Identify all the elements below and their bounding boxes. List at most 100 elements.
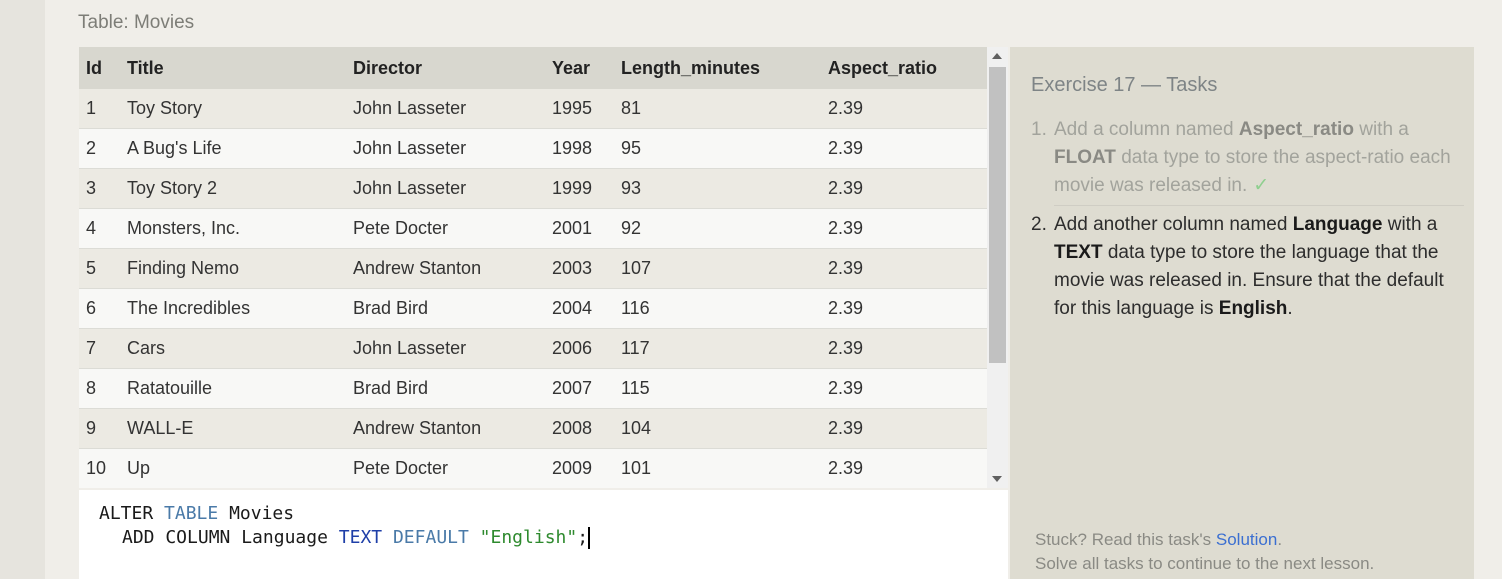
code-keyword-add-column: ADD COLUMN: [122, 527, 231, 548]
task-divider: [1054, 205, 1464, 206]
cell-year: 2001: [552, 208, 621, 249]
column-header-title: Title: [127, 57, 164, 78]
scroll-up-arrow-icon[interactable]: [992, 53, 1002, 59]
cell-director: Andrew Stanton: [353, 248, 552, 289]
table-header-row: Id Title Director Year Length_minutes As…: [79, 47, 987, 89]
code-keyword-table: TABLE: [164, 503, 219, 524]
cell-year: 2007: [552, 368, 621, 409]
code-column-name: Language: [241, 527, 328, 548]
cell-id: 2: [79, 128, 127, 169]
cell-aspect-ratio: 2.39: [828, 89, 987, 129]
cell-length-minutes: 92: [621, 208, 828, 249]
cell-year: 2003: [552, 248, 621, 289]
cell-year: 2009: [552, 448, 621, 488]
cell-length-minutes: 104: [621, 408, 828, 449]
task-number: 1.: [1031, 119, 1047, 140]
task-emphasis-text: TEXT: [1054, 242, 1103, 263]
task-emphasis-language: Language: [1292, 214, 1383, 235]
cell-aspect-ratio: 2.39: [828, 248, 987, 289]
code-keyword-alter: ALTER: [99, 503, 154, 524]
cell-length-minutes: 95: [621, 128, 828, 169]
code-semicolon: ;: [577, 527, 589, 548]
cell-title: Monsters, Inc.: [127, 208, 353, 249]
cell-title: Cars: [127, 328, 353, 369]
cell-year: 1995: [552, 89, 621, 129]
cell-length-minutes: 116: [621, 288, 828, 329]
code-keyword-text: TEXT: [338, 527, 383, 548]
task-emphasis-english: English: [1218, 298, 1288, 319]
results-table-container[interactable]: Id Title Director Year Length_minutes As…: [79, 47, 1008, 488]
cell-length-minutes: 81: [621, 89, 828, 129]
task-text: Add another column named Language with a…: [1054, 211, 1465, 323]
cell-aspect-ratio: 2.39: [828, 448, 987, 488]
cell-aspect-ratio: 2.39: [828, 208, 987, 249]
cell-id: 5: [79, 248, 127, 289]
cell-id: 4: [79, 208, 127, 249]
cell-director: John Lasseter: [353, 89, 552, 129]
cell-length-minutes: 93: [621, 168, 828, 209]
cell-year: 2008: [552, 408, 621, 449]
cell-length-minutes: 101: [621, 448, 828, 488]
cell-id: 3: [79, 168, 127, 209]
table-row: 6 The Incredibles Brad Bird 2004 116 2.39: [79, 288, 987, 329]
cell-aspect-ratio: 2.39: [828, 368, 987, 409]
column-header-length-minutes: Length_minutes: [621, 57, 761, 78]
cell-director: Pete Docter: [353, 448, 552, 488]
scroll-down-arrow-icon[interactable]: [992, 476, 1002, 482]
cell-id: 9: [79, 408, 127, 449]
task-emphasis-aspect-ratio: Aspect_ratio: [1238, 119, 1354, 140]
cell-director: John Lasseter: [353, 128, 552, 169]
stuck-text: Stuck? Read this task's: [1035, 530, 1216, 549]
text-cursor: [588, 527, 591, 549]
cell-length-minutes: 115: [621, 368, 828, 409]
table-row: 10 Up Pete Docter 2009 101 2.39: [79, 448, 987, 488]
column-header-aspect-ratio: Aspect_ratio: [828, 57, 938, 78]
code-keyword-default: DEFAULT: [392, 527, 469, 548]
cell-year: 1998: [552, 128, 621, 169]
cell-id: 1: [79, 89, 127, 129]
cell-title: Toy Story 2: [127, 168, 353, 209]
code-line-2: ADD COLUMN Language TEXT DEFAULT "Englis…: [122, 527, 591, 549]
task-text-part: data type to store the aspect-ratio each…: [1054, 147, 1451, 196]
cell-title: The Incredibles: [127, 288, 353, 329]
results-table: Id Title Director Year Length_minutes As…: [79, 47, 987, 488]
task-text-part: with a: [1353, 119, 1409, 140]
table-row: 5 Finding Nemo Andrew Stanton 2003 107 2.39: [79, 248, 987, 289]
task-text-part: with a: [1382, 214, 1438, 235]
task-text-part: data type to store the language that the…: [1054, 242, 1444, 319]
cell-director: Andrew Stanton: [353, 408, 552, 449]
solution-link[interactable]: Solution: [1215, 530, 1278, 549]
cell-title: Ratatouille: [127, 368, 353, 409]
cell-length-minutes: 107: [621, 248, 828, 289]
task-text-part: .: [1287, 298, 1293, 319]
cell-id: 6: [79, 288, 127, 329]
cell-year: 2006: [552, 328, 621, 369]
cell-director: Brad Bird: [353, 368, 552, 409]
scrollbar-thumb[interactable]: [989, 67, 1006, 363]
table-scrollbar[interactable]: [987, 47, 1008, 488]
table-row: 3 Toy Story 2 John Lasseter 1999 93 2.39: [79, 168, 987, 209]
cell-title: Toy Story: [127, 89, 353, 129]
cell-length-minutes: 117: [621, 328, 828, 369]
code-table-name: Movies: [229, 503, 295, 524]
cell-director: Brad Bird: [353, 288, 552, 329]
continue-hint: Solve all tasks to continue to the next …: [1035, 554, 1375, 573]
sql-editor[interactable]: ALTER TABLE Movies ADD COLUMN Language T…: [79, 490, 1008, 579]
table-row: 1 Toy Story John Lasseter 1995 81 2.39: [79, 89, 987, 129]
table-row: 8 Ratatouille Brad Bird 2007 115 2.39: [79, 368, 987, 409]
cell-year: 2004: [552, 288, 621, 329]
code-line-1: ALTER TABLE Movies: [99, 503, 294, 524]
cell-director: Pete Docter: [353, 208, 552, 249]
cell-title: Up: [127, 448, 353, 488]
cell-id: 8: [79, 368, 127, 409]
column-header-year: Year: [552, 57, 591, 78]
cell-aspect-ratio: 2.39: [828, 288, 987, 329]
cell-id: 7: [79, 328, 127, 369]
cell-director: John Lasseter: [353, 328, 552, 369]
cell-title: Finding Nemo: [127, 248, 353, 289]
stuck-hint: Stuck? Read this task's Solution.: [1035, 530, 1282, 550]
task-emphasis-float: FLOAT: [1054, 147, 1116, 168]
cell-director: John Lasseter: [353, 168, 552, 209]
cell-aspect-ratio: 2.39: [828, 128, 987, 169]
